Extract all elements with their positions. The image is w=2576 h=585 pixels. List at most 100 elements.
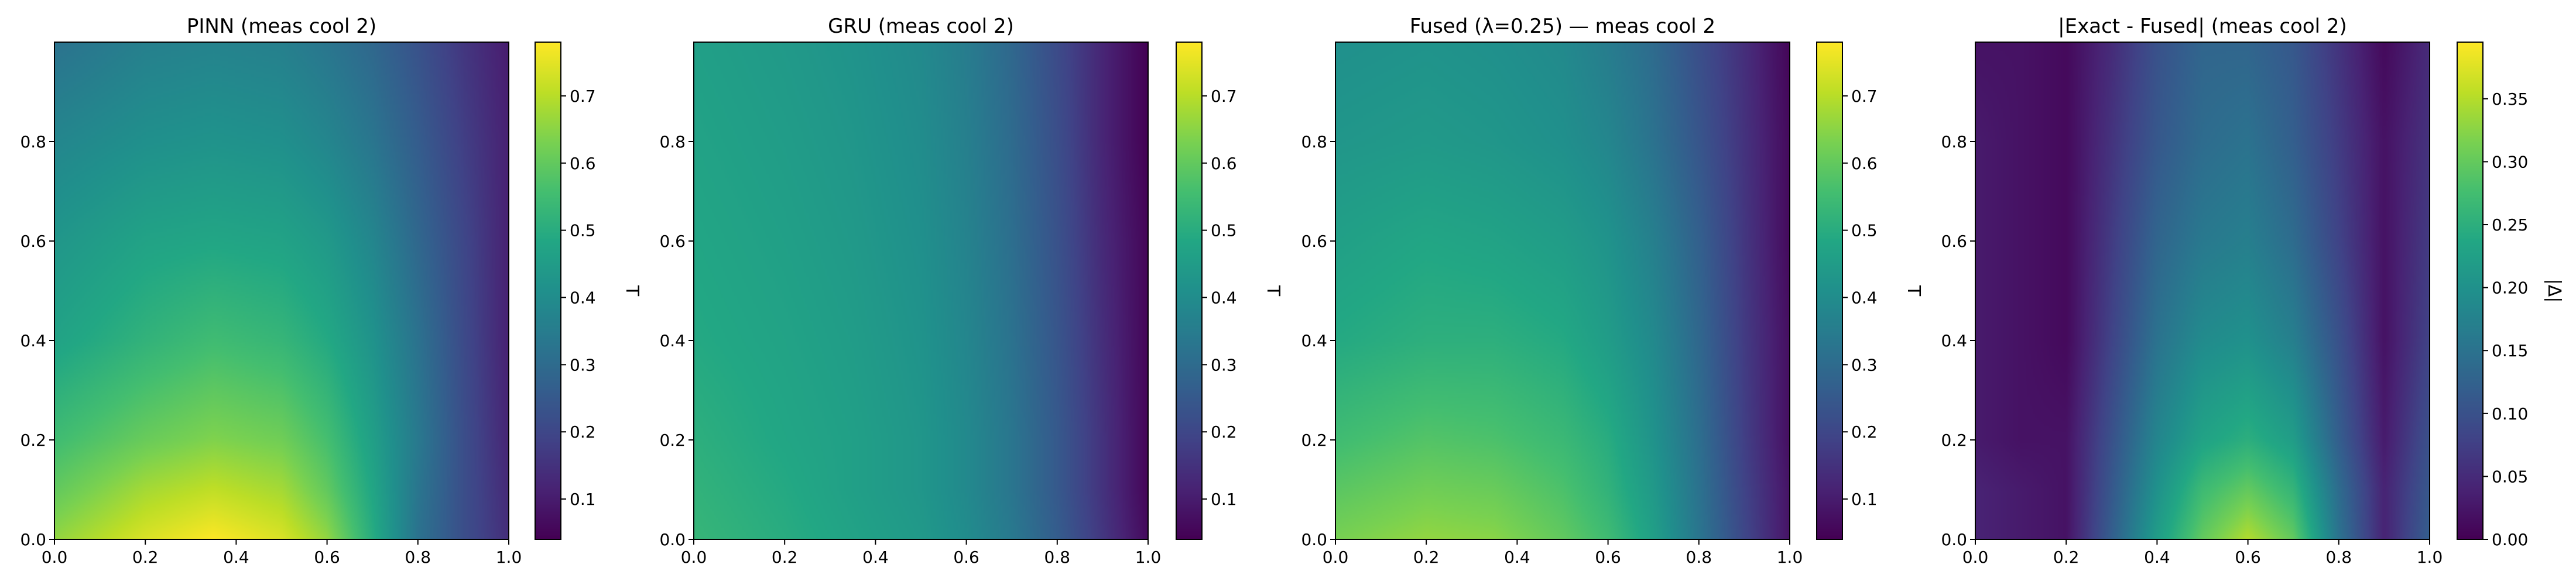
colorbar-tick-label: 0.2	[1211, 422, 1237, 442]
colorbar-frame	[1816, 42, 1843, 540]
colorbar-tick-label: 0.10	[2492, 404, 2528, 424]
colorbar-gradient	[1817, 42, 1842, 539]
colorbar-tick-label: 0.5	[1211, 221, 1237, 240]
heatmap-panel-4: |Exact - Fused| (meas cool 2) 0.0 0.2 0.4 0.…	[1941, 15, 2564, 567]
colorbar-frame	[535, 42, 561, 540]
x-tick-label: 0.0	[42, 548, 68, 567]
colorbar-tick-label: 0.6	[570, 154, 596, 173]
colorbar: 0.1 0.2 0.3 0.4 0.5 0.6 0.7 T	[1176, 42, 1283, 540]
y-tick-label: 0.8	[20, 132, 46, 152]
y-tick-label: 0.2	[1301, 431, 1327, 450]
colorbar-tick-label: 0.2	[570, 422, 596, 442]
heatmap-image	[1975, 42, 2430, 539]
y-tick-label: 0.8	[1941, 132, 1967, 152]
axes-frame	[54, 42, 509, 540]
colorbar-gradient	[1176, 42, 1202, 539]
heatmap-panel-3: Fused (λ=0.25) — meas cool 2 0.0 0.2 0.4 0.6…	[1301, 15, 1924, 567]
x-tick-label: 1.0	[1777, 548, 1803, 567]
colorbar-label: T	[622, 285, 642, 297]
y-tick-label: 0.6	[1301, 232, 1327, 251]
x-tick-label: 1.0	[1135, 548, 1162, 567]
y-tick-label: 0.4	[20, 331, 46, 350]
colorbar-tick-label: 0.1	[570, 490, 596, 509]
colorbar-tick-label: 0.20	[2492, 278, 2528, 298]
y-tick-label: 0.8	[1301, 132, 1327, 152]
colorbar-tick-label: 0.3	[1851, 355, 1878, 374]
colorbar-tick-label: 0.1	[1851, 490, 1878, 509]
x-tick-label: 0.6	[314, 548, 340, 567]
colorbar-label: |Δ|	[2544, 279, 2564, 303]
colorbar-tick-label: 0.00	[2492, 530, 2528, 549]
x-tick-label: 0.4	[1504, 548, 1530, 567]
x-tick-label: 0.0	[681, 548, 707, 567]
x-tick-label: 0.2	[1413, 548, 1440, 567]
y-tick-label: 0.0	[20, 530, 46, 549]
colorbar-tick-label: 0.6	[1851, 154, 1878, 173]
y-tick-label: 0.0	[1301, 530, 1327, 549]
colorbar-tick-label: 0.6	[1211, 154, 1237, 173]
y-tick-label: 0.2	[659, 431, 686, 450]
colorbar-tick-label: 0.1	[1211, 490, 1237, 509]
colorbar-label: T	[1263, 285, 1283, 297]
x-tick-label: 0.6	[953, 548, 979, 567]
panel-title: GRU (meas cool 2)	[828, 15, 1014, 38]
colorbar-tick-label: 0.7	[1211, 87, 1237, 106]
heatmap-panel-1: PINN (meas cool 2) 0.0 0.2 0.4 0.6 0.8 1.0 0.0 0…	[20, 15, 642, 567]
x-tick-label: 1.0	[2417, 548, 2443, 567]
colorbar-tick-label: 0.15	[2492, 341, 2528, 360]
colorbar-tick-label: 0.25	[2492, 215, 2528, 235]
colorbar-gradient	[535, 42, 561, 539]
heatmap-image	[54, 42, 509, 539]
colorbar-tick-label: 0.4	[1211, 288, 1237, 307]
y-tick-label: 0.0	[1941, 530, 1967, 549]
y-tick-label: 0.2	[1941, 431, 1967, 450]
heatmap-image	[694, 42, 1148, 539]
panel-title: |Exact - Fused| (meas cool 2)	[2058, 15, 2347, 38]
y-tick-label: 0.8	[659, 132, 686, 152]
x-tick-label: 0.8	[2326, 548, 2352, 567]
colorbar-label: T	[1903, 285, 1924, 297]
colorbar-tick-label: 0.5	[1851, 221, 1878, 240]
colorbar: 0.1 0.2 0.3 0.4 0.5 0.6 0.7 T	[1816, 42, 1924, 540]
x-tick-label: 0.8	[405, 548, 431, 567]
y-tick-label: 0.6	[20, 232, 46, 251]
x-tick-label: 0.4	[2144, 548, 2170, 567]
x-tick-label: 0.4	[862, 548, 889, 567]
colorbar-tick-label: 0.3	[1211, 355, 1237, 374]
x-tick-label: 0.8	[1686, 548, 1712, 567]
y-tick-label: 0.6	[1941, 232, 1967, 251]
y-tick-label: 0.6	[659, 232, 686, 251]
axes-frame	[1975, 42, 2430, 540]
colorbar-tick-label: 0.7	[570, 87, 596, 106]
y-tick-label: 0.4	[659, 331, 686, 350]
x-tick-label: 1.0	[496, 548, 522, 567]
colorbar-tick-label: 0.2	[1851, 422, 1878, 442]
axes-frame	[1335, 42, 1790, 540]
colorbar-tick-label: 0.4	[1851, 288, 1878, 307]
colorbar-tick-label: 0.30	[2492, 152, 2528, 171]
panel-title: PINN (meas cool 2)	[187, 15, 376, 38]
x-tick-label: 0.2	[2053, 548, 2080, 567]
heatmap-image	[1335, 42, 1790, 539]
colorbar-tick-label: 0.5	[570, 221, 596, 240]
colorbar-tick-label: 0.05	[2492, 467, 2528, 486]
x-tick-label: 0.0	[1323, 548, 1349, 567]
x-tick-label: 0.8	[1044, 548, 1071, 567]
x-tick-label: 0.0	[1962, 548, 1989, 567]
x-tick-label: 0.2	[132, 548, 159, 567]
colorbar-frame	[1176, 42, 1203, 540]
x-tick-label: 0.4	[223, 548, 249, 567]
x-tick-label: 0.6	[2235, 548, 2261, 567]
y-tick-label: 0.0	[659, 530, 686, 549]
colorbar-tick-label: 0.7	[1851, 87, 1878, 106]
colorbar: 0.00 0.05 0.10 0.15 0.20 0.25 0.30 0.35 |Δ|	[2457, 42, 2564, 549]
colorbar-frame	[2457, 42, 2483, 540]
panel-title: Fused (λ=0.25) — meas cool 2	[1410, 15, 1715, 38]
y-tick-label: 0.4	[1301, 331, 1327, 350]
x-tick-label: 0.6	[1595, 548, 1621, 567]
axes-frame	[693, 42, 1149, 540]
colorbar-tick-label: 0.4	[570, 288, 596, 307]
y-tick-label: 0.2	[20, 431, 46, 450]
y-tick-label: 0.4	[1941, 331, 1967, 350]
colorbar-tick-label: 0.3	[570, 355, 596, 374]
